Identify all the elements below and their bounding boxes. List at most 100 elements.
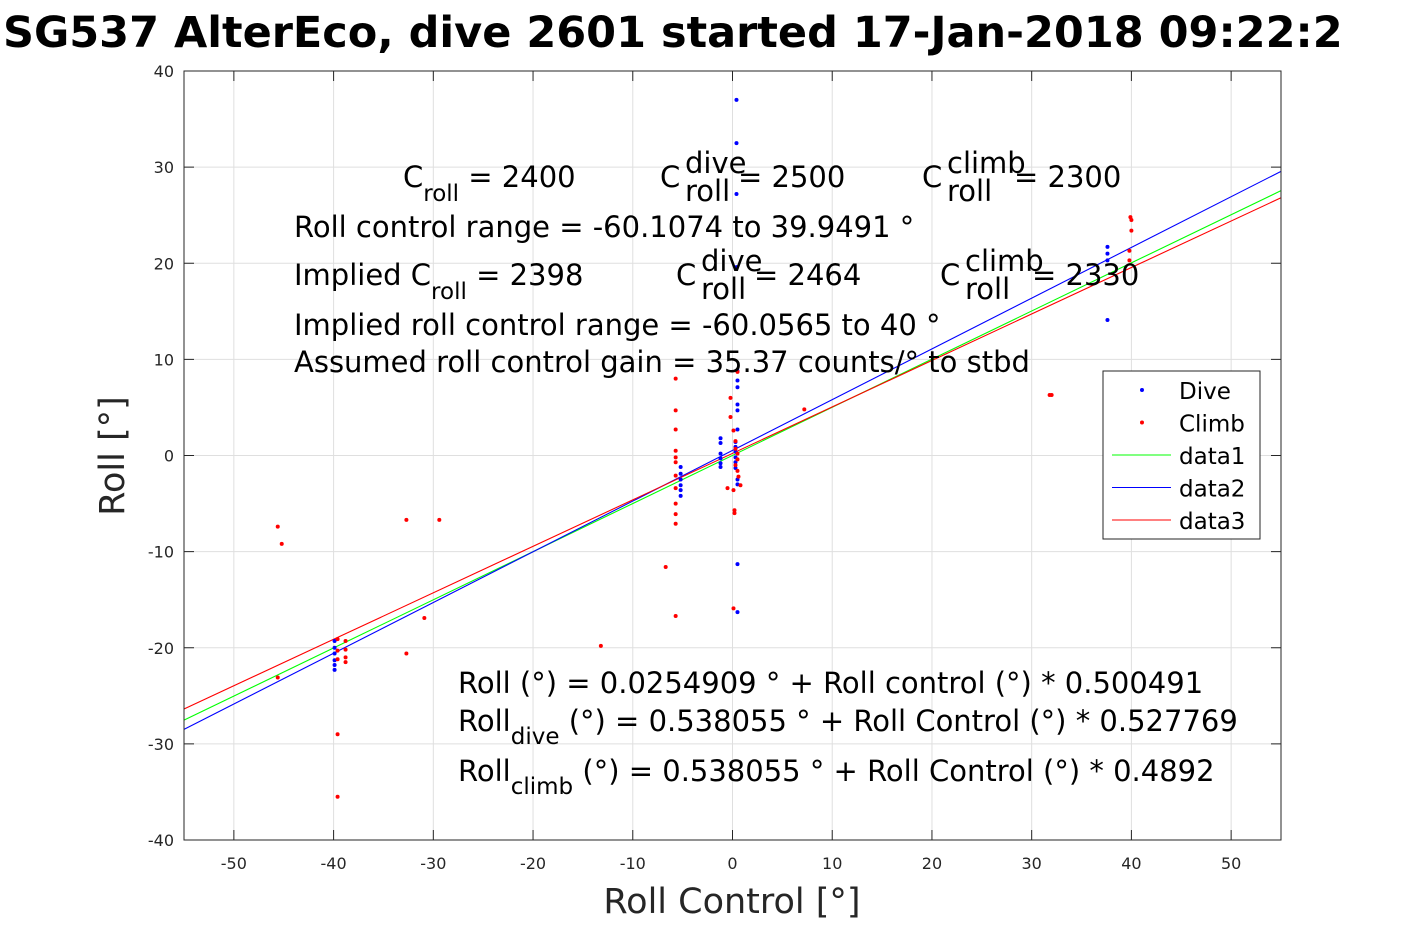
data-point-dive	[735, 385, 740, 390]
data-point-dive	[332, 651, 337, 656]
data-point-climb	[731, 428, 736, 433]
data-point-dive	[678, 465, 683, 470]
data-point-climb	[343, 647, 348, 652]
data-point-climb	[728, 415, 733, 420]
data-point-climb	[736, 474, 741, 479]
data-point-climb	[673, 512, 678, 517]
implied-dive-sub: roll	[701, 272, 746, 306]
data-point-dive	[733, 465, 738, 470]
x-tick-label: 50	[1221, 854, 1241, 873]
plot-frame	[183, 70, 1282, 841]
data-point-climb	[673, 448, 678, 453]
data-point-climb	[735, 457, 740, 462]
data-point-dive	[735, 408, 740, 413]
data-point-climb	[404, 651, 409, 656]
annotations: Croll = 2400 C dive roll = 2500 C climb …	[294, 146, 1238, 800]
data-point-climb	[735, 369, 740, 374]
data-point-climb	[1127, 258, 1132, 263]
data-point-climb	[673, 614, 678, 619]
data-point-climb	[733, 446, 738, 451]
data-point-climb	[673, 376, 678, 381]
data-point-dive	[678, 471, 683, 476]
data-point-climb	[673, 427, 678, 432]
y-tick-label: 20	[154, 254, 174, 273]
implied-climb-value: = 2330	[1032, 258, 1139, 292]
data-point-dive	[735, 562, 740, 567]
c-dive-sub: roll	[685, 174, 730, 208]
data-point-dive	[735, 610, 740, 615]
data-point-dive	[733, 460, 738, 465]
y-tick-label: 40	[154, 62, 174, 81]
roll-control-gain: Assumed roll control gain = 35.37 counts…	[294, 345, 1030, 379]
x-tick-label: -20	[520, 854, 546, 873]
data-point-climb	[728, 395, 733, 400]
data-point-climb	[673, 408, 678, 413]
x-tick-label: -40	[321, 854, 347, 873]
data-point-climb	[725, 486, 730, 491]
data-point-climb	[1129, 228, 1134, 233]
x-tick-label: -30	[420, 854, 446, 873]
data-point-dive	[332, 645, 337, 650]
legend: Dive Climb data1 data2 data3	[1102, 370, 1261, 540]
x-tick-label: 20	[922, 854, 942, 873]
x-tick-label: 0	[727, 854, 737, 873]
data-point-dive	[678, 493, 683, 498]
data-point-dive	[718, 456, 723, 461]
y-axis-label: Roll [°]	[93, 396, 133, 516]
data-point-climb	[343, 639, 348, 644]
fit-equation-all: Roll (°) = 0.0254909 ° + Roll control (°…	[458, 666, 1203, 700]
data-point-dive	[1105, 317, 1110, 322]
data-point-climb	[673, 473, 678, 478]
data-point-dive	[734, 97, 739, 102]
data-point-climb	[731, 488, 736, 493]
c-climb-label: C	[922, 160, 942, 194]
data-point-dive	[678, 477, 683, 482]
data-point-dive	[718, 436, 723, 441]
data-point-climb	[279, 541, 284, 546]
data-point-dive	[332, 667, 337, 672]
data-point-dive	[735, 427, 740, 432]
data-point-climb	[735, 451, 740, 456]
data-point-climb	[1049, 392, 1054, 397]
c-climb-sup: climb	[947, 146, 1026, 180]
y-tick-label: -10	[148, 543, 174, 562]
x-tick-label: 40	[1121, 854, 1141, 873]
implied-climb-sup: climb	[965, 244, 1044, 278]
data-point-climb	[735, 468, 740, 473]
legend-label-data3: data3	[1179, 509, 1245, 535]
data-point-climb	[1129, 217, 1134, 222]
data-point-dive	[1105, 258, 1110, 263]
data-point-dive	[734, 265, 739, 270]
data-point-dive	[1105, 244, 1110, 249]
data-point-dive	[735, 402, 740, 407]
data-point-dive	[718, 441, 723, 446]
c-dive-label: C	[660, 160, 680, 194]
implied-c-roll: Implied Croll = 2398	[294, 258, 583, 305]
data-point-dive	[332, 639, 337, 644]
data-point-climb	[335, 794, 340, 799]
fit-lines	[183, 170, 1282, 730]
legend-marker-dive	[1140, 388, 1144, 392]
y-tick-label: 30	[154, 158, 174, 177]
data-point-climb	[343, 660, 348, 665]
data-point-dive	[734, 192, 739, 197]
series-line-data2	[183, 170, 1282, 730]
implied-dive-value: = 2464	[754, 258, 861, 292]
data-point-climb	[673, 455, 678, 460]
data-point-climb	[732, 508, 737, 513]
data-point-climb	[335, 637, 340, 642]
series-line-data3	[183, 197, 1282, 710]
y-tick-label: -40	[148, 831, 174, 850]
c-dive-sup: dive	[685, 146, 746, 180]
data-point-climb	[275, 675, 280, 680]
implied-dive-label: C	[676, 258, 696, 292]
y-tick-label: -20	[148, 639, 174, 658]
data-point-dive	[1105, 251, 1110, 256]
data-point-climb	[404, 517, 409, 522]
legend-label-dive: Dive	[1179, 379, 1231, 405]
data-point-climb	[335, 648, 340, 653]
legend-label-climb: Climb	[1179, 412, 1245, 438]
data-point-climb	[673, 460, 678, 465]
chart-title: SG537 AlterEco, dive 2601 started 17-Jan…	[3, 8, 1343, 58]
